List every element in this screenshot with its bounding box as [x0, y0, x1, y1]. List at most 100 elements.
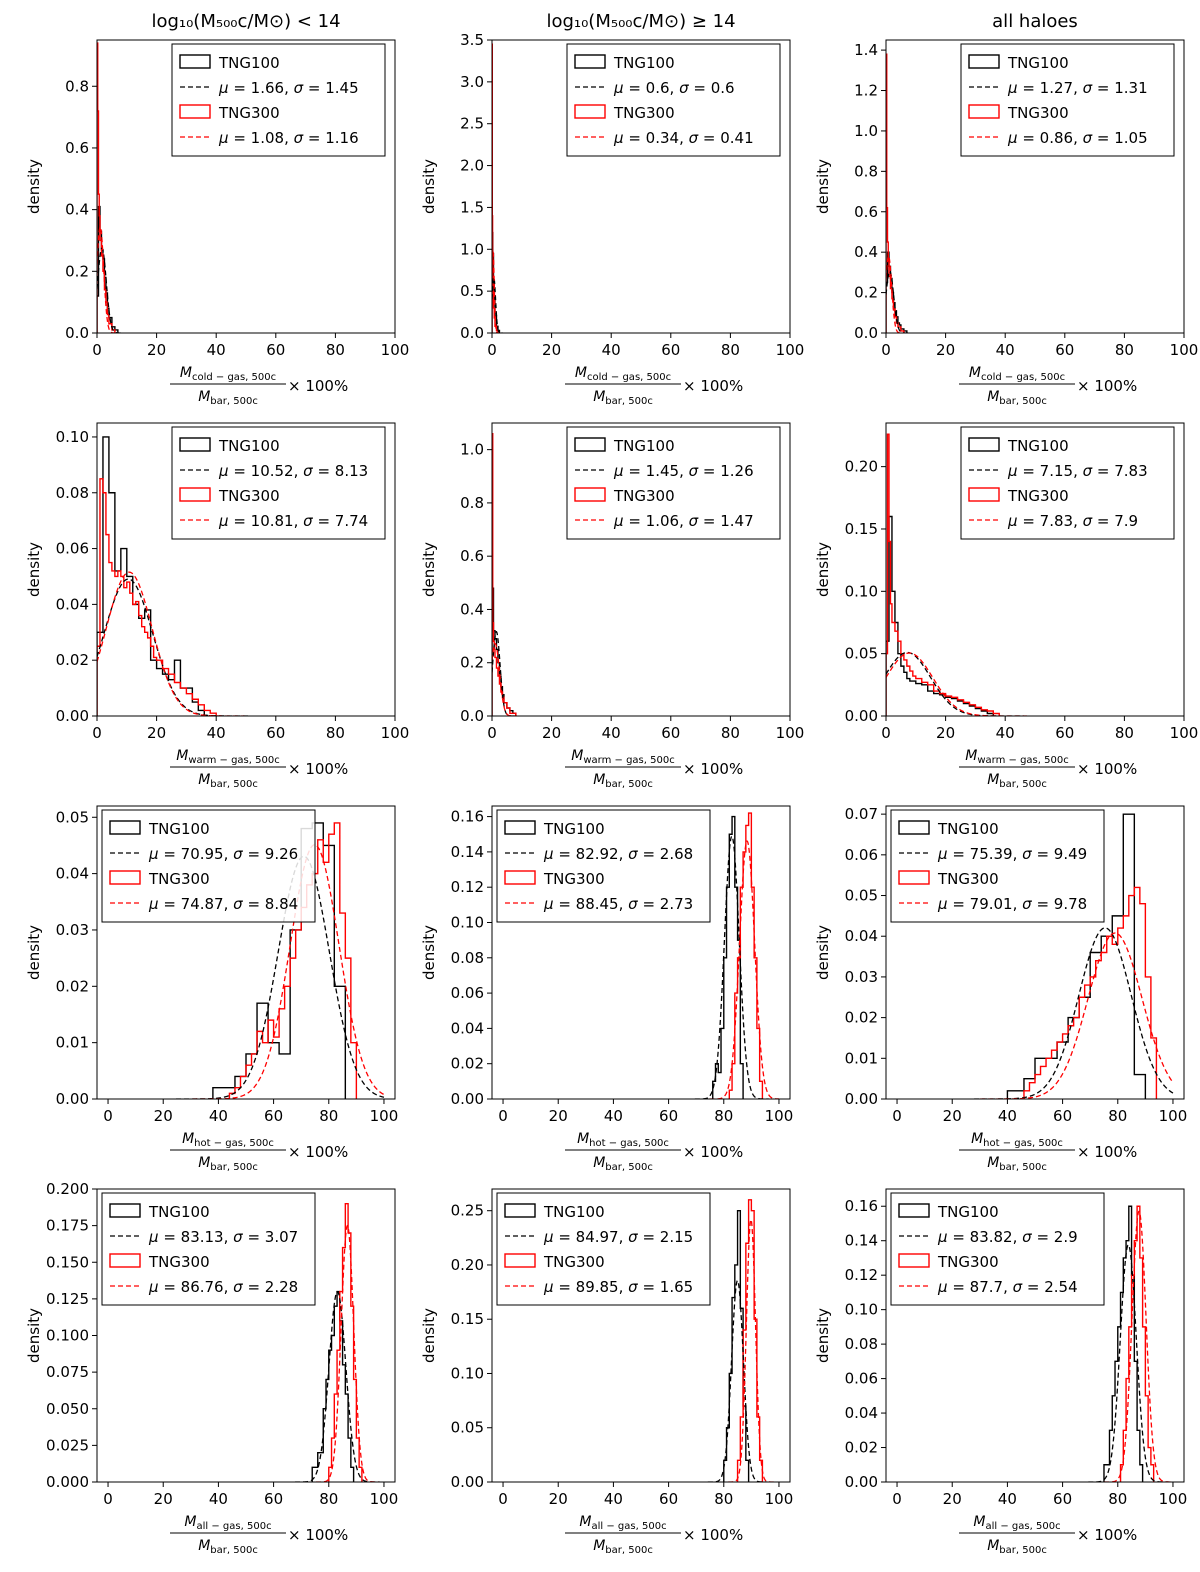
y-tick-label: 0.2	[65, 262, 89, 280]
y-axis-label: density	[814, 925, 832, 980]
sigma-symbol: σ	[628, 1228, 638, 1246]
y-tick-label: 3.0	[460, 73, 484, 91]
axes-frame	[885, 805, 1185, 1100]
legend-fit-label: μ = 75.39, σ = 9.49	[937, 845, 1087, 863]
legend-label-tng100: TNG100	[148, 1203, 210, 1221]
mu-value: 0.6	[646, 79, 670, 97]
equals: =	[638, 1228, 660, 1246]
x-tick-label: 80	[1108, 1490, 1127, 1508]
sigma-value: 0.41	[720, 129, 753, 147]
equals: =	[229, 129, 251, 147]
panel-2-1: 0.00 0.02 0.04 0.06 0.08 0.10 0.12 0.14 0.16 0 20 4…	[420, 805, 794, 1173]
panel-1-0: 0.00 0.02 0.04 0.06 0.08 0.10 0 20 40 60 80 100 dens…	[25, 422, 410, 790]
y-tick-label: 0.0	[460, 707, 484, 725]
x-label-den-sub: bar, 500c	[605, 396, 653, 407]
legend-label-tng300: TNG300	[218, 487, 280, 505]
y-tick-label: 0.05	[845, 887, 878, 905]
equals: =	[948, 845, 970, 863]
column-title: log₁₀(M₅₀₀c/M⊙) < 14	[151, 11, 340, 32]
y-tick-label: 0.10	[451, 1364, 484, 1382]
x-label-numerator: Mcold − gas, 500c	[969, 365, 1065, 383]
equals: =	[698, 462, 720, 480]
y-tick-label: 0.08	[845, 1335, 878, 1353]
x-label-den-symbol: M	[198, 772, 210, 788]
y-tick-label: 0.00	[845, 1090, 878, 1108]
sigma-value: 2.28	[265, 1278, 298, 1296]
comma: ,	[224, 1278, 234, 1296]
y-tick-label: 0.8	[460, 494, 484, 512]
plot-area	[707, 1199, 774, 1482]
sigma-symbol: σ	[689, 129, 699, 147]
equals: =	[1032, 845, 1054, 863]
x-tick-label: 60	[659, 1107, 678, 1125]
y-tick-label: 0.06	[56, 540, 89, 558]
y-tick-label: 0.00	[845, 1473, 878, 1491]
comma: ,	[619, 1278, 629, 1296]
x-label-num-symbol: M	[184, 1514, 196, 1530]
axes-frame	[491, 422, 791, 717]
y-tick-label: 0.03	[56, 921, 89, 939]
y-tick-label: 0.02	[56, 977, 89, 995]
x-tick-label: 20	[154, 1107, 173, 1125]
sigma-value: 1.65	[660, 1278, 693, 1296]
x-tick-label: 100	[765, 1107, 794, 1125]
legend-label-tng300: TNG300	[613, 104, 675, 122]
y-tick-label: 0.8	[854, 162, 878, 180]
legend-fit-label: μ = 0.34, σ = 0.41	[613, 129, 754, 147]
x-label-num-symbol: M	[965, 748, 977, 764]
equals: =	[1022, 1278, 1044, 1296]
x-label-den-sub: bar, 500c	[210, 1162, 258, 1173]
fit-line-tng300	[728, 1218, 774, 1482]
y-tick-label: 0.02	[845, 1439, 878, 1457]
y-tick-label: 0.6	[460, 547, 484, 565]
mu-symbol: μ	[1007, 462, 1018, 480]
x-label-suffix: × 100%	[288, 1143, 348, 1161]
x-label-num-sub: cold − gas, 500c	[587, 372, 671, 383]
x-label-num-sub: cold − gas, 500c	[981, 372, 1065, 383]
mu-symbol: μ	[1007, 79, 1018, 97]
y-tick-label: 0.2	[460, 654, 484, 672]
y-tick-label: 0.10	[845, 582, 878, 600]
comma: ,	[1073, 129, 1083, 147]
x-tick-label: 80	[1115, 341, 1134, 359]
x-tick-label: 0	[103, 1107, 113, 1125]
histogram-tng300	[1119, 1205, 1155, 1482]
x-label-numerator: Mwarm − gas, 500c	[176, 748, 279, 766]
x-tick-label: 20	[542, 341, 561, 359]
fit-line-tng100	[295, 1290, 380, 1482]
legend-patch-tng300	[504, 870, 536, 885]
x-label-den-symbol: M	[593, 772, 605, 788]
legend-label-tng100: TNG100	[937, 1203, 999, 1221]
x-tick-label: 40	[604, 1490, 623, 1508]
sigma-symbol: σ	[233, 845, 243, 863]
fit-line-tng300	[886, 652, 1028, 716]
equals: =	[1018, 462, 1040, 480]
legend-fit-label: μ = 1.45, σ = 1.26	[613, 462, 754, 480]
y-axis-label: density	[420, 542, 438, 597]
x-label-suffix: × 100%	[288, 760, 348, 778]
y-tick-label: 0.07	[845, 805, 878, 823]
mu-symbol: μ	[937, 1228, 948, 1246]
x-tick-label: 60	[264, 1107, 283, 1125]
y-axis-label: density	[420, 159, 438, 214]
y-tick-label: 0.04	[845, 927, 878, 945]
x-label-den-symbol: M	[198, 1538, 210, 1554]
legend-patch-tng300	[179, 104, 211, 119]
mu-value: 7.83	[1040, 512, 1073, 530]
mu-symbol: μ	[613, 512, 624, 530]
mu-value: 82.92	[576, 845, 619, 863]
y-tick-label: 0.150	[46, 1253, 89, 1271]
sigma-symbol: σ	[1022, 1228, 1032, 1246]
x-tick-label: 100	[381, 724, 410, 742]
x-tick-label: 80	[319, 1107, 338, 1125]
x-label-denominator: Mbar, 500c	[987, 1155, 1047, 1173]
y-axis-label: density	[25, 159, 43, 214]
equals: =	[159, 1278, 181, 1296]
equals: =	[1032, 1228, 1054, 1246]
legend-patch-tng300	[574, 487, 606, 502]
equals: =	[159, 895, 181, 913]
sigma-symbol: σ	[233, 1278, 243, 1296]
legend-fit-label: μ = 0.6, σ = 0.6	[613, 79, 735, 97]
legend-fit-label: μ = 74.87, σ = 8.84	[148, 895, 298, 913]
x-tick-label: 0	[892, 1107, 902, 1125]
